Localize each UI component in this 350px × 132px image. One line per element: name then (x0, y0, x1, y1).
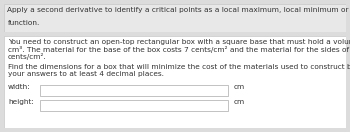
Text: You need to construct an open-top rectangular box with a square base that must h: You need to construct an open-top rectan… (8, 39, 350, 45)
Text: cm³. The material for the base of the box costs 7 cents/cm² and the material for: cm³. The material for the base of the bo… (8, 46, 350, 53)
Text: cm: cm (233, 84, 244, 90)
Text: cm: cm (233, 100, 244, 105)
Text: width:: width: (8, 84, 31, 90)
Text: Find the dimensions for a box that will minimize the cost of the materials used : Find the dimensions for a box that will … (8, 64, 350, 70)
Text: cents/cm².: cents/cm². (8, 53, 47, 60)
Bar (40, 85, 228, 96)
Text: Apply a second derivative to identify a critical points as a local maximum, loca: Apply a second derivative to identify a … (7, 7, 350, 13)
Text: function.: function. (7, 20, 40, 26)
Text: your answers to at least 4 decimal places.: your answers to at least 4 decimal place… (8, 71, 164, 77)
Bar (40, 100, 228, 112)
Text: height:: height: (8, 100, 34, 105)
